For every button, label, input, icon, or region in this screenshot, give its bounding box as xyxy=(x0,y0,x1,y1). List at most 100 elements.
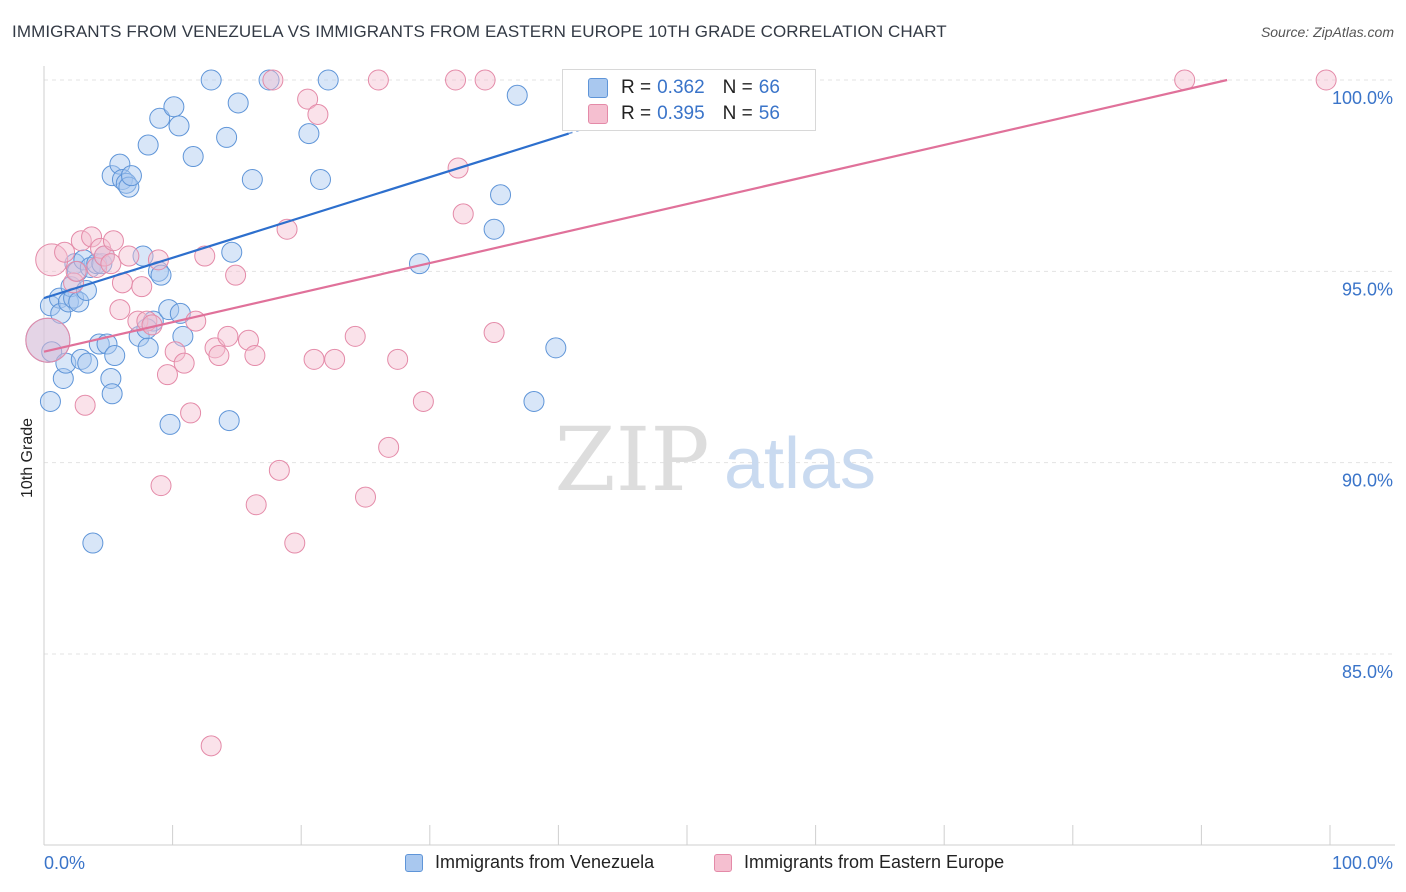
point-venezuela xyxy=(309,168,331,190)
point-eastern-europe xyxy=(297,88,319,110)
point-venezuela xyxy=(545,337,567,359)
point-eastern-europe xyxy=(150,475,172,497)
point-eastern-europe xyxy=(367,69,389,91)
stats-swatch-eastern-europe xyxy=(588,104,608,124)
point-eastern-europe xyxy=(65,260,87,282)
trend-line-eastern-europe xyxy=(43,78,1228,353)
point-venezuela xyxy=(159,413,181,435)
point-eastern-europe xyxy=(245,494,267,516)
point-eastern-europe xyxy=(54,241,76,263)
point-venezuela xyxy=(101,383,123,405)
point-venezuela xyxy=(200,69,222,91)
point-venezuela xyxy=(82,532,104,554)
point-eastern-europe xyxy=(118,245,140,267)
legend-item-venezuela[interactable]: Immigrants from Venezuela xyxy=(405,852,654,873)
point-eastern-europe xyxy=(35,243,69,277)
point-eastern-europe xyxy=(109,299,131,321)
point-venezuela xyxy=(216,126,238,148)
point-venezuela xyxy=(317,69,339,91)
point-venezuela xyxy=(137,134,159,156)
point-eastern-europe xyxy=(355,486,376,508)
y-tick-label: 100.0% xyxy=(1332,88,1393,108)
point-eastern-europe xyxy=(173,352,195,374)
point-eastern-europe xyxy=(74,394,96,416)
point-eastern-europe xyxy=(284,532,306,554)
point-eastern-europe xyxy=(208,345,230,367)
point-venezuela xyxy=(221,241,243,263)
point-venezuela xyxy=(77,352,99,374)
point-eastern-europe xyxy=(452,203,474,225)
point-eastern-europe xyxy=(344,325,366,347)
y-tick-labels: 85.0% 90.0% 95.0% 100.0% xyxy=(1332,88,1393,682)
legend-swatch-eastern-europe xyxy=(714,853,732,872)
r-label: R = xyxy=(621,77,652,98)
point-venezuela xyxy=(172,325,194,347)
legend-label-eastern-europe: Immigrants from Eastern Europe xyxy=(744,852,1005,872)
point-venezuela xyxy=(483,218,505,240)
point-eastern-europe xyxy=(244,345,266,367)
point-venezuela xyxy=(490,184,512,206)
point-eastern-europe xyxy=(180,402,202,424)
bottom-legend: Immigrants from Venezuela Immigrants fro… xyxy=(0,850,1406,880)
point-venezuela xyxy=(104,345,126,367)
watermark-atlas: atlas xyxy=(724,424,876,504)
point-venezuela xyxy=(168,115,190,137)
point-eastern-europe xyxy=(131,276,153,298)
watermark: ZIP atlas xyxy=(554,408,876,511)
n-value: 66 xyxy=(758,77,780,98)
point-venezuela xyxy=(137,337,159,359)
point-venezuela xyxy=(149,107,171,129)
point-eastern-europe xyxy=(81,226,103,248)
stats-legend: R = 0.362 N = 66 R = 0.395 N = 56 xyxy=(562,69,816,131)
stats-swatch-venezuela xyxy=(588,78,608,98)
data-points xyxy=(25,69,1337,757)
r-value: 0.395 xyxy=(657,103,705,124)
point-venezuela xyxy=(298,123,320,145)
point-eastern-europe xyxy=(262,69,284,91)
point-eastern-europe xyxy=(225,264,247,286)
point-venezuela xyxy=(163,96,185,118)
x-tick-label: 0.0% xyxy=(44,853,85,873)
point-venezuela xyxy=(241,168,263,190)
point-venezuela xyxy=(100,367,122,389)
point-venezuela xyxy=(50,302,72,324)
point-eastern-europe xyxy=(1174,69,1196,91)
r-label: R = xyxy=(621,103,652,124)
gridlines xyxy=(44,79,1395,655)
stats-row-eastern-europe: R = 0.395 N = 56 xyxy=(588,101,780,127)
y-tick-label: 90.0% xyxy=(1342,471,1393,491)
watermark-zip: ZIP xyxy=(554,408,709,511)
point-venezuela xyxy=(158,299,180,321)
point-eastern-europe xyxy=(164,341,186,363)
n-label: N = xyxy=(722,77,753,98)
point-eastern-europe xyxy=(156,364,178,386)
point-eastern-europe xyxy=(483,322,505,344)
y-tick-label: 85.0% xyxy=(1342,662,1393,682)
point-eastern-europe xyxy=(387,348,409,370)
n-value: 56 xyxy=(758,103,780,124)
chart-title: IMMIGRANTS FROM VENEZUELA VS IMMIGRANTS … xyxy=(12,22,947,41)
r-value: 0.362 xyxy=(657,77,705,98)
point-venezuela xyxy=(182,146,204,168)
point-eastern-europe xyxy=(200,735,222,757)
point-eastern-europe xyxy=(307,103,329,125)
point-eastern-europe xyxy=(217,325,239,347)
axes xyxy=(43,66,1395,846)
source-label: Source: ZipAtlas.com xyxy=(1260,24,1394,40)
legend-item-eastern-europe[interactable]: Immigrants from Eastern Europe xyxy=(714,852,1004,873)
point-eastern-europe xyxy=(268,459,290,481)
trend-line-venezuela xyxy=(43,132,570,300)
x-tick-labels: 0.0% 100.0% xyxy=(44,853,1393,873)
point-venezuela xyxy=(523,390,545,412)
point-venezuela xyxy=(506,84,528,106)
point-venezuela xyxy=(39,390,61,412)
point-eastern-europe xyxy=(445,69,467,91)
point-venezuela xyxy=(218,410,240,432)
legend-swatch-venezuela xyxy=(405,853,423,872)
point-eastern-europe xyxy=(1315,69,1337,91)
point-venezuela xyxy=(109,153,131,175)
point-eastern-europe xyxy=(474,69,496,91)
point-eastern-europe xyxy=(100,253,122,275)
point-eastern-europe xyxy=(303,348,325,370)
